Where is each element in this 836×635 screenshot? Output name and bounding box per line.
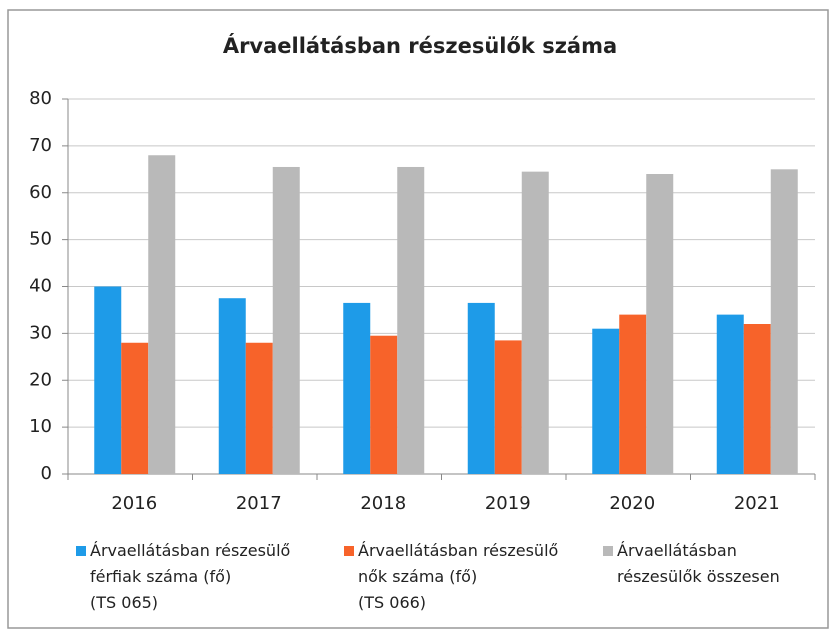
bar [121,342,149,474]
y-tick-label: 10 [29,416,52,437]
y-tick-label: 80 [29,88,52,109]
bar [370,335,398,474]
bar [494,340,522,474]
legend-item: Árvaellátásban részesülők összesen [603,538,780,590]
chart-border [7,9,829,629]
bar [467,302,495,474]
bar [646,174,674,474]
x-tick-label: 2018 [360,493,406,514]
y-tick-label: 0 [41,463,52,484]
legend-swatch [344,546,354,556]
legend-label: Árvaellátásban részesülő nők száma (fő) … [358,541,559,612]
x-tick-label: 2016 [111,493,157,514]
x-tick-label: 2021 [734,493,780,514]
bar [94,286,122,474]
bar [148,155,176,474]
bar [770,169,798,474]
legend-item: Árvaellátásban részesülő nők száma (fő) … [344,538,559,616]
bar [343,302,371,474]
bar [218,298,246,474]
bar [397,166,425,474]
bar [521,171,549,474]
legend-swatch [76,546,86,556]
legend-swatch [603,546,613,556]
y-tick-label: 60 [29,182,52,203]
chart-title: Árvaellátásban részesülők száma [223,33,617,58]
y-tick-label: 70 [29,135,52,156]
bar [716,314,744,474]
legend-label: Árvaellátásban részesülők összesen [617,541,780,586]
x-tick-label: 2020 [609,493,655,514]
bar [592,328,620,474]
x-tick-label: 2019 [485,493,531,514]
legend-label: Árvaellátásban részesülő férfiak száma (… [90,541,291,612]
bar [743,324,771,474]
x-tick-label: 2017 [236,493,282,514]
bar [272,166,300,474]
legend-item: Árvaellátásban részesülő férfiak száma (… [76,538,291,616]
y-tick-label: 50 [29,229,52,250]
y-tick-label: 20 [29,369,52,390]
y-tick-label: 30 [29,322,52,343]
y-tick-label: 40 [29,276,52,297]
bar [619,314,647,474]
bar [245,342,273,474]
